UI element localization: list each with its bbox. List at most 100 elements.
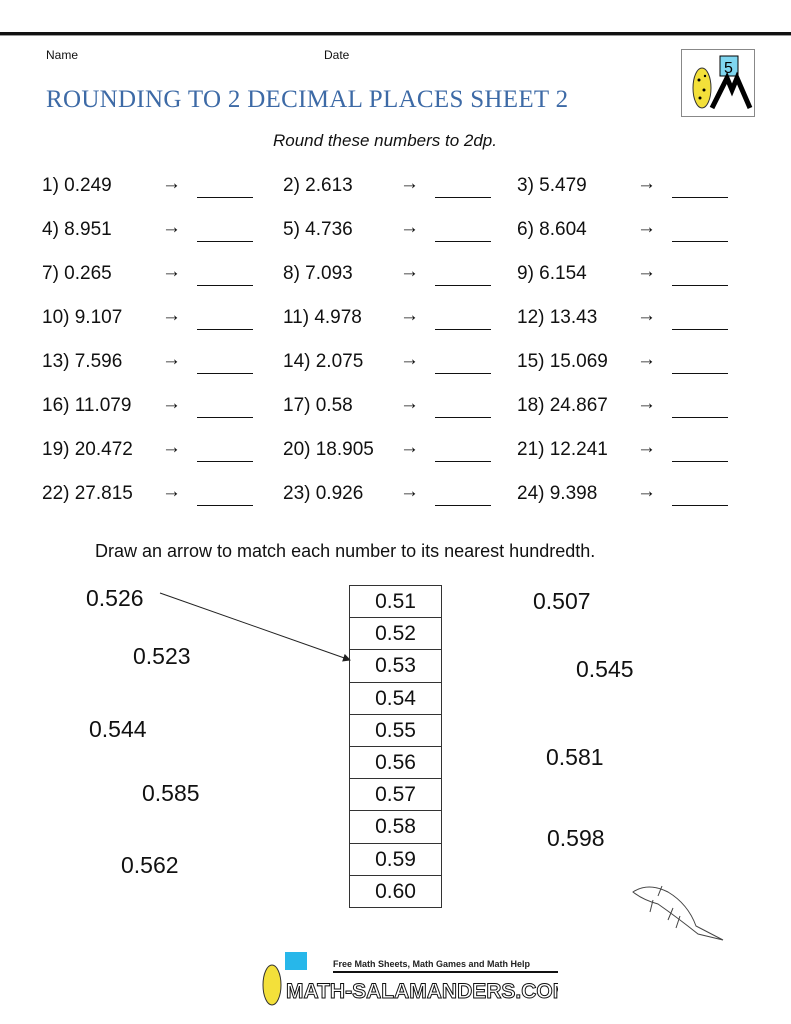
- arrow-icon: →: [637, 437, 656, 458]
- answer-blank[interactable]: [197, 197, 253, 198]
- arrow-icon: →: [400, 481, 419, 502]
- answer-blank[interactable]: [672, 329, 728, 330]
- arrow-icon: →: [637, 349, 656, 370]
- arrow-icon: →: [637, 481, 656, 502]
- arrow-icon: →: [162, 437, 181, 458]
- arrow-icon: →: [162, 393, 181, 414]
- problem: 19) 20.472: [42, 439, 133, 460]
- right-number: 0.581: [546, 744, 604, 770]
- right-number: 0.545: [576, 656, 634, 682]
- arrow-icon: →: [400, 437, 419, 458]
- arrow-icon: →: [637, 305, 656, 326]
- answer-blank[interactable]: [435, 505, 491, 506]
- answer-blank[interactable]: [672, 241, 728, 242]
- answer-blank[interactable]: [197, 241, 253, 242]
- problem: 18) 24.867: [517, 395, 608, 416]
- arrow-icon: →: [162, 217, 181, 238]
- footer-tagline: Free Math Sheets, Math Games and Math He…: [333, 959, 531, 969]
- arrow-icon: →: [400, 349, 419, 370]
- arrow-icon: →: [162, 481, 181, 502]
- problem: 23) 0.926: [283, 483, 364, 504]
- problem: 4) 8.951: [42, 219, 112, 240]
- answer-blank[interactable]: [435, 197, 491, 198]
- left-number: 0.523: [133, 643, 191, 669]
- problem: 17) 0.58: [283, 395, 353, 416]
- target-cell: 0.51: [350, 586, 441, 619]
- answer-blank[interactable]: [197, 417, 253, 418]
- answer-blank[interactable]: [435, 373, 491, 374]
- problem: 14) 2.075: [283, 351, 364, 372]
- answer-blank[interactable]: [672, 373, 728, 374]
- answer-blank[interactable]: [672, 417, 728, 418]
- salamander-logo: 5: [681, 49, 755, 117]
- arrow-icon: →: [400, 393, 419, 414]
- answer-blank[interactable]: [672, 285, 728, 286]
- answer-blank[interactable]: [435, 329, 491, 330]
- arrow-icon: →: [637, 173, 656, 194]
- problem: 24) 9.398: [517, 483, 598, 504]
- problem: 16) 11.079: [42, 395, 132, 416]
- arrow-icon: →: [162, 261, 181, 282]
- problem: 21) 12.241: [517, 439, 608, 460]
- answer-blank[interactable]: [672, 197, 728, 198]
- answer-blank[interactable]: [197, 329, 253, 330]
- instructions: Round these numbers to 2dp.: [273, 131, 497, 150]
- problem: 3) 5.479: [517, 175, 587, 196]
- page-title: ROUNDING TO 2 DECIMAL PLACES SHEET 2: [46, 86, 569, 113]
- target-cell: 0.56: [350, 747, 441, 780]
- date-label: Date: [324, 48, 350, 62]
- target-cell: 0.55: [350, 715, 441, 747]
- problem: 15) 15.069: [517, 351, 608, 372]
- matching-instructions: Draw an arrow to match each number to it…: [95, 541, 596, 561]
- arrow-icon: →: [400, 173, 419, 194]
- top-rule: [0, 32, 791, 36]
- problem: 7) 0.265: [42, 263, 112, 284]
- target-cell: 0.58: [350, 811, 441, 844]
- arrow-icon: →: [162, 173, 181, 194]
- problem: 12) 13.43: [517, 307, 598, 328]
- problem: 6) 8.604: [517, 219, 587, 240]
- answer-blank[interactable]: [672, 505, 728, 506]
- left-number: 0.585: [142, 780, 200, 806]
- answer-blank[interactable]: [672, 461, 728, 462]
- problem: 2) 2.613: [283, 175, 353, 196]
- target-cell: 0.59: [350, 844, 441, 876]
- answer-blank[interactable]: [435, 417, 491, 418]
- answer-blank[interactable]: [435, 461, 491, 462]
- footer-logo: Free Math Sheets, Math Games and Math He…: [258, 950, 571, 1015]
- logo-number: 5: [724, 60, 733, 77]
- right-number: 0.598: [547, 825, 605, 851]
- answer-blank[interactable]: [197, 373, 253, 374]
- arrow-icon: →: [637, 261, 656, 282]
- answer-blank[interactable]: [197, 505, 253, 506]
- problem: 11) 4.978: [283, 307, 362, 328]
- problem: 5) 4.736: [283, 219, 353, 240]
- answer-blank[interactable]: [197, 285, 253, 286]
- arrow-icon: →: [400, 305, 419, 326]
- left-number: 0.526: [86, 585, 144, 611]
- footer-brand: MATH-SALAMANDERS.COM: [286, 980, 558, 1003]
- arrow-icon: →: [637, 217, 656, 238]
- problem: 20) 18.905: [283, 439, 374, 460]
- target-cell: 0.57: [350, 779, 441, 812]
- answer-blank[interactable]: [197, 461, 253, 462]
- problem: 1) 0.249: [42, 175, 112, 196]
- right-number: 0.507: [533, 588, 591, 614]
- problem: 22) 27.815: [42, 483, 133, 504]
- salamander-drawing: [632, 885, 724, 941]
- arrow-icon: →: [637, 393, 656, 414]
- target-cell: 0.60: [375, 879, 416, 903]
- target-column: 0.51 0.52 0.53 0.54 0.55 0.56 0.57 0.58 0.59 0.60: [349, 585, 442, 908]
- problem: 10) 9.107: [42, 307, 123, 328]
- problem: 13) 7.596: [42, 351, 123, 372]
- target-cell: 0.54: [350, 683, 441, 715]
- answer-blank[interactable]: [435, 241, 491, 242]
- arrow-icon: →: [400, 217, 419, 238]
- left-number: 0.544: [89, 716, 147, 742]
- problem: 9) 6.154: [517, 263, 587, 284]
- name-label: Name: [46, 48, 79, 62]
- target-cell: 0.52: [350, 618, 441, 651]
- answer-blank[interactable]: [435, 285, 491, 286]
